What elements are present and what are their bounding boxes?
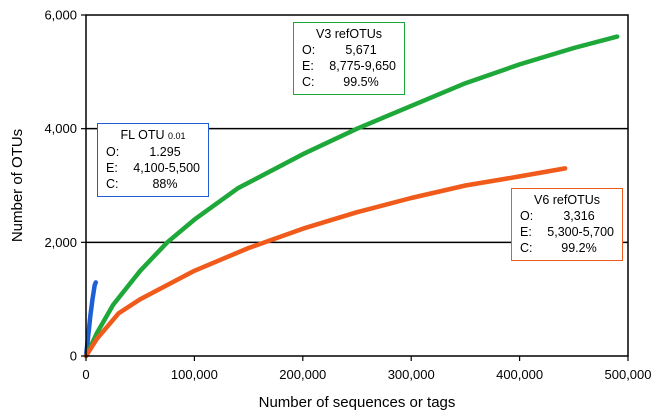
row-key: O:: [106, 145, 120, 159]
x-tick-label: 100,000: [171, 367, 218, 382]
v3-estimated-row: E: 8,775-9,650: [302, 58, 396, 74]
fl-otu-annotation: FL OTU 0.01 O: 1.295 E: 4,100-5,500 C: 8…: [97, 123, 209, 197]
row-key: C:: [106, 177, 119, 191]
series-line-v6-refotus: [83, 166, 568, 359]
v6-observed-row: O: 3,316: [520, 208, 614, 224]
row-value: 5,671: [345, 43, 377, 57]
v3-observed-row: O: 5,671: [302, 42, 396, 58]
x-tick-label: 0: [82, 367, 89, 382]
row-value: 8,775-9,650: [329, 59, 396, 73]
row-value: 99.2%: [561, 241, 597, 255]
row-value: 88%: [152, 177, 178, 191]
x-tick-label: 500,000: [605, 367, 652, 382]
v3-coverage-row: C: 99.5%: [302, 74, 396, 90]
row-value: 5,300-5,700: [547, 225, 614, 239]
row-value: 99.5%: [343, 75, 379, 89]
x-tick-label: 200,000: [279, 367, 326, 382]
x-tick-label: 300,000: [388, 367, 435, 382]
fl-otu-observed-row: O: 1.295: [106, 144, 200, 160]
fl-otu-title-text: FL OTU: [120, 128, 165, 142]
y-axis-title: Number of OTUs: [9, 129, 26, 242]
fl-otu-title: FL OTU 0.01: [106, 127, 200, 144]
row-value: 4,100-5,500: [133, 161, 200, 175]
row-key: O:: [302, 43, 316, 57]
fl-otu-coverage-row: C: 88%: [106, 176, 200, 192]
row-key: O:: [520, 209, 534, 223]
row-key: E:: [302, 59, 314, 73]
series-line-v3-refotus: [83, 34, 620, 359]
y-tick-label: 6,000: [44, 8, 77, 23]
fl-otu-estimated-row: E: 4,100-5,500: [106, 160, 200, 176]
y-tick-label: 0: [70, 349, 77, 364]
row-value: 3,316: [563, 209, 595, 223]
x-tick-label: 400,000: [496, 367, 543, 382]
v6-refotus-annotation: V6 refOTUs O: 3,316 E: 5,300-5,700 C: 99…: [511, 188, 623, 261]
row-key: E:: [520, 225, 532, 239]
row-key: C:: [520, 241, 533, 255]
v6-coverage-row: C: 99.2%: [520, 240, 614, 256]
y-tick-label: 4,000: [44, 121, 77, 136]
plot-frame: [85, 14, 629, 357]
row-key: C:: [302, 75, 315, 89]
v6-estimated-row: E: 5,300-5,700: [520, 224, 614, 240]
v6-refotus-title: V6 refOTUs: [534, 193, 600, 207]
row-value: 1.295: [149, 145, 181, 159]
v3-refotus-annotation: V3 refOTUs O: 5,671 E: 8,775-9,650 C: 99…: [293, 22, 405, 95]
v3-refotus-title: V3 refOTUs: [316, 27, 382, 41]
row-key: E:: [106, 161, 118, 175]
fl-otu-title-subscript: 0.01: [167, 131, 186, 141]
y-tick-label: 2,000: [44, 235, 77, 250]
series-layer: [83, 34, 620, 359]
axis-ticks: 0 2,000 4,000 6,000 0 100,000 200,000 300,000 40…: [44, 8, 651, 383]
series-line-fl-otu-0-01: [83, 280, 99, 359]
x-axis-title: Number of sequences or tags: [259, 394, 456, 411]
